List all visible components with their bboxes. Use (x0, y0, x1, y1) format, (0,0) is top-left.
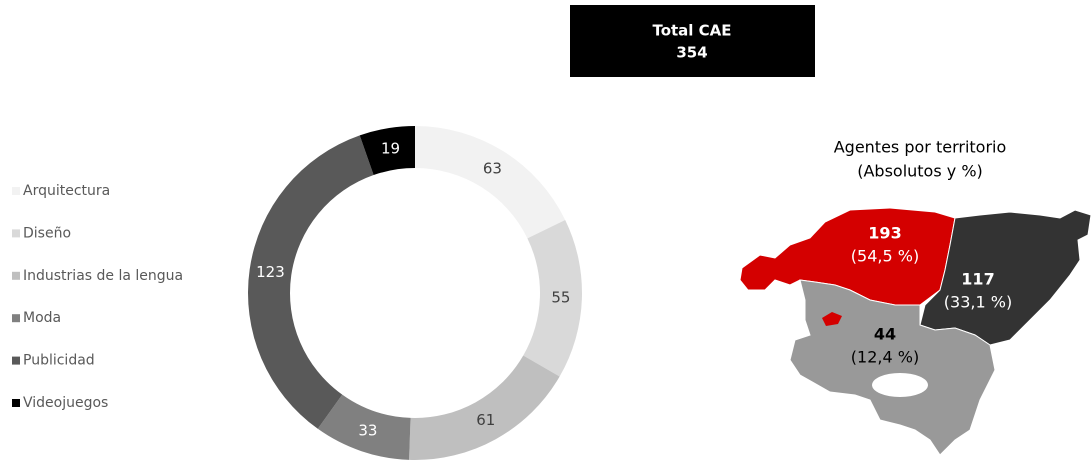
map-share: (54,5 %) (851, 247, 919, 266)
legend-label: Videojuegos (23, 395, 108, 411)
legend-swatch (12, 229, 20, 238)
map-value: 117 (961, 270, 994, 289)
legend-swatch (12, 314, 20, 323)
donut-slice (248, 135, 374, 429)
map-share: (33,1 %) (944, 293, 1012, 312)
legend-label: Arquitectura (23, 183, 110, 199)
total-value: 354 (676, 44, 707, 62)
donut-slice (415, 126, 566, 239)
legend-label: Diseño (23, 225, 71, 241)
donut-slice (317, 394, 411, 460)
legend-label: Moda (23, 310, 61, 326)
data-label: 63 (483, 160, 502, 178)
total-label: Total CAE (652, 22, 731, 40)
donut-slice (359, 126, 415, 176)
legend-swatch (12, 271, 20, 280)
donut-slice (523, 219, 582, 377)
map-share: (12,4 %) (851, 348, 919, 367)
legend-swatch (12, 399, 20, 407)
map-value: 44 (874, 325, 896, 344)
map-region (739, 207, 956, 306)
data-label: 123 (256, 263, 285, 281)
map-region (919, 209, 1091, 346)
legend-label: Industrias de la lengua (23, 268, 183, 284)
legend-label: Publicidad (23, 353, 95, 369)
total-box (570, 5, 815, 77)
map-lake (872, 373, 928, 397)
map-value: 193 (868, 224, 901, 243)
legend-swatch (12, 187, 20, 195)
map-subtitle: (Absolutos y %) (857, 162, 983, 181)
map-region (789, 279, 996, 456)
data-label: 19 (381, 140, 400, 158)
legend-swatch (12, 356, 20, 365)
map-title: Agentes por territorio (834, 138, 1007, 157)
donut-slice (409, 355, 560, 461)
map-enclave (822, 312, 842, 326)
data-label: 33 (358, 422, 377, 440)
data-label: 61 (476, 411, 495, 429)
data-label: 55 (551, 289, 570, 307)
